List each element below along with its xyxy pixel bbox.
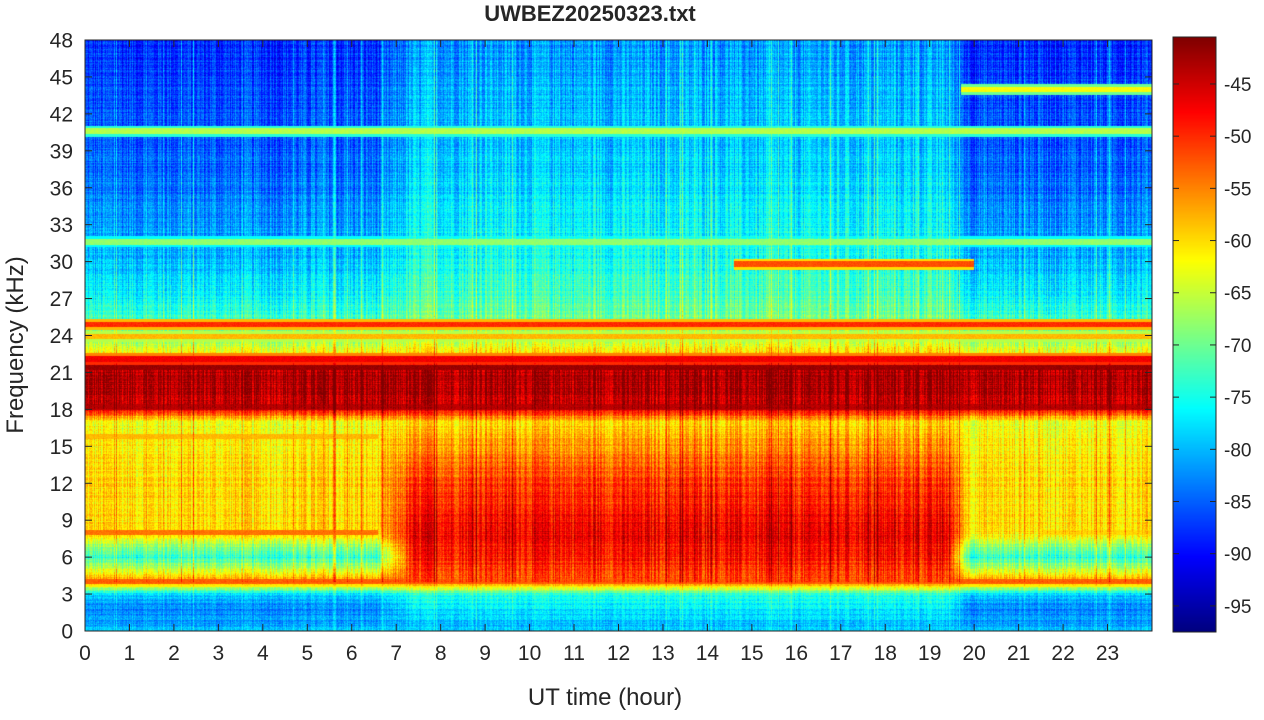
y-tick-label: 24: [50, 325, 74, 348]
colorbar-tick-label: -75: [1224, 388, 1251, 409]
colorbar-tick-label: -60: [1224, 232, 1251, 253]
x-tick-label: 12: [607, 642, 630, 665]
x-tick-label: 23: [1096, 642, 1119, 665]
y-tick-label: 21: [50, 362, 73, 385]
y-tick-label: 27: [50, 288, 73, 311]
x-tick-label: 3: [213, 642, 225, 665]
y-tick-label: 48: [50, 30, 73, 53]
x-tick-label: 11: [563, 642, 585, 665]
x-tick-label: 16: [785, 642, 808, 665]
x-tick-label: 4: [257, 642, 269, 665]
x-tick-label: 17: [829, 642, 852, 665]
y-tick-label: 9: [61, 510, 73, 533]
x-tick-label: 6: [346, 642, 358, 665]
colorbar-tick-label: -80: [1224, 440, 1251, 461]
x-tick-label: 2: [168, 642, 180, 665]
x-axis-label: UT time (hour): [528, 684, 682, 711]
colorbar-tick-label: -70: [1224, 336, 1251, 357]
y-tick-label: 39: [50, 140, 73, 163]
x-axis-ticks: 0 1 2 3 4 5 6 7 8 9 10 11 12 13 14 15 16 17 18 19 20 21 22 23: [79, 40, 1119, 665]
y-tick-label: 42: [50, 103, 73, 126]
colorbar-tick-label: -50: [1224, 127, 1251, 148]
colorbar-tick-label: -55: [1224, 179, 1251, 200]
y-tick-label: 12: [50, 473, 73, 496]
spectrogram-heatmap: [85, 40, 1152, 631]
y-tick-label: 45: [50, 66, 73, 89]
colorbar-frame: [1172, 36, 1217, 633]
y-axis-label: Frequency (kHz): [2, 256, 29, 433]
colorbar-tick-label: -45: [1224, 75, 1251, 96]
colorbar-tick-label: -95: [1224, 597, 1251, 618]
x-tick-label: 21: [1007, 642, 1030, 665]
y-tick-label: 36: [50, 177, 73, 200]
x-tick-label: 20: [962, 642, 985, 665]
colorbar-ticks: -45 -50 -55 -60 -65 -70 -75 -80 -85 -90 -95: [1173, 75, 1251, 618]
y-tick-label: 15: [50, 436, 73, 459]
y-tick-label: 3: [61, 584, 73, 607]
x-tick-label: 9: [479, 642, 491, 665]
spectrogram-plot-area: [85, 40, 1152, 631]
colorbar: [1173, 37, 1216, 632]
x-tick-label: 8: [435, 642, 447, 665]
x-tick-label: 13: [651, 642, 674, 665]
x-tick-label: 18: [874, 642, 897, 665]
chart-title: UWBEZ20250323.txt: [484, 1, 696, 26]
x-tick-label: 7: [390, 642, 402, 665]
colorbar-tick-label: -85: [1224, 493, 1251, 514]
x-tick-label: 0: [79, 642, 91, 665]
x-tick-label: 10: [518, 642, 541, 665]
x-tick-label: 22: [1051, 642, 1074, 665]
y-tick-label: 0: [61, 621, 73, 644]
x-tick-label: 15: [740, 642, 763, 665]
y-tick-label: 30: [50, 251, 73, 274]
colorbar-tick-label: -65: [1224, 284, 1251, 305]
colorbar-gradient: [1173, 37, 1216, 632]
x-tick-label: 5: [301, 642, 313, 665]
y-tick-label: 18: [50, 399, 73, 422]
colorbar-tick-label: -90: [1224, 545, 1251, 566]
x-tick-label: 1: [124, 642, 136, 665]
y-tick-label: 33: [50, 214, 73, 237]
x-tick-label: 14: [696, 642, 720, 665]
y-tick-label: 6: [61, 547, 73, 570]
x-tick-label: 19: [918, 642, 941, 665]
